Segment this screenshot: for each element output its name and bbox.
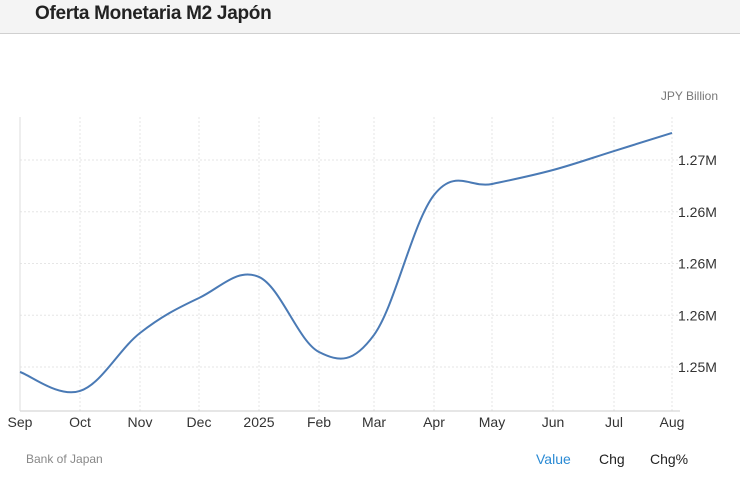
tab-chg[interactable]: Chg <box>599 451 625 467</box>
x-tick-label: May <box>479 414 505 430</box>
series-line <box>19 131 673 394</box>
page-title: Oferta Monetaria M2 Japón <box>35 3 272 24</box>
x-tick-label: Feb <box>307 414 331 430</box>
x-tick-label: Jun <box>542 414 565 430</box>
header: Oferta Monetaria M2 Japón <box>0 0 740 34</box>
y-tick-label: 1.26M <box>678 256 717 272</box>
unit-label: JPY Billion <box>660 89 718 103</box>
x-tick-label: 2025 <box>243 414 274 430</box>
x-tick-label: Aug <box>660 414 685 430</box>
x-tick-label: Jul <box>605 414 623 430</box>
x-tick-label: Apr <box>423 414 445 430</box>
x-tick-label: Dec <box>187 414 212 430</box>
tab-value[interactable]: Value <box>536 451 571 467</box>
y-tick-label: 1.27M <box>678 152 717 168</box>
y-tick-label: 1.26M <box>678 307 717 323</box>
tab-chg-percent[interactable]: Chg% <box>650 451 689 467</box>
y-tick-label: 1.26M <box>678 204 717 220</box>
x-tick-label: Oct <box>69 414 91 430</box>
source-label: Bank of Japan <box>26 452 103 466</box>
y-tick-label: 1.25M <box>678 359 717 375</box>
x-tick-label: Sep <box>8 414 33 430</box>
x-tick-label: Nov <box>128 414 153 430</box>
x-tick-label: Mar <box>362 414 386 430</box>
